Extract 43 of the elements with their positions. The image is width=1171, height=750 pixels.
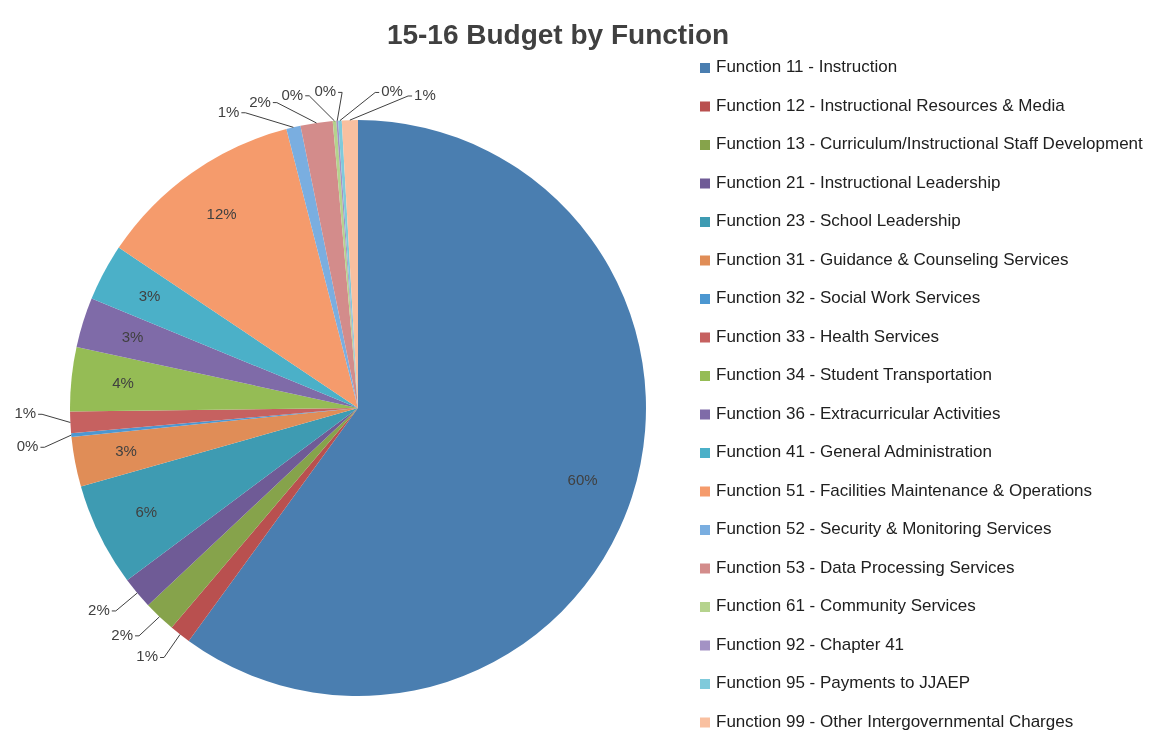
data-label: 3% (115, 442, 137, 460)
data-label: 3% (138, 286, 161, 304)
pie-slice (188, 120, 646, 696)
legend-label: Function 33 - Health Services (716, 326, 939, 346)
data-label: 0% (16, 437, 39, 455)
legend-label: Function 13 - Curriculum/Instructional Staff Development (716, 134, 1144, 154)
data-label: 1% (217, 102, 240, 120)
legend-label: Function 51 - Facilities Maintenance & Operations (716, 480, 1093, 500)
legend-label: Function 31 - Guidance & Counseling Services (716, 249, 1069, 269)
legend-label: Function 41 - General Administration (716, 442, 992, 462)
data-label: 6% (135, 502, 158, 520)
pie-slice (80, 408, 358, 581)
data-label: 0% (314, 82, 337, 100)
data-label: 1% (14, 404, 37, 422)
data-label: 4% (112, 374, 134, 392)
legend-label: Function 52 - Security & Monitoring Services (716, 519, 1052, 539)
data-label: 0% (281, 85, 304, 103)
data-label: 1% (414, 85, 436, 103)
pie-slice (70, 346, 358, 412)
legend-label: Function 12 - Instructional Resources & Media (716, 95, 1066, 115)
legend-label: Function 32 - Social Work Services (716, 288, 981, 308)
legend-label: Function 34 - Student Transportation (716, 365, 992, 385)
legend-label: Function 53 - Data Processing Services (716, 557, 1015, 577)
data-label: 0% (381, 82, 403, 100)
legend-label: Function 36 - Extracurricular Activities (716, 403, 1001, 423)
legend-label: Function 23 - School Leadership (716, 211, 961, 231)
pie-slice (91, 247, 358, 408)
pie-slice (71, 408, 358, 487)
data-label: 3% (121, 327, 144, 345)
data-label: 1% (136, 647, 159, 665)
legend-label: Function 21 - Instructional Leadership (716, 172, 1001, 192)
data-label: 12% (206, 205, 237, 223)
legend-label: Function 99 - Other Intergovernmental Charges (716, 711, 1074, 731)
legend-label: Function 92 - Chapter 41 (716, 634, 905, 654)
data-label: 2% (88, 600, 110, 618)
data-label: 2% (111, 625, 134, 643)
legend-label: Function 61 - Community Services (716, 596, 976, 616)
pie-slice (300, 121, 358, 408)
chart-title: 15-16 Budget by Function (386, 19, 730, 50)
data-label: 60% (567, 470, 598, 488)
data-label: 2% (249, 92, 271, 110)
legend-label: Function 11 - Instruction (716, 57, 898, 77)
legend-label: Function 95 - Payments to JJAEP (716, 673, 971, 693)
